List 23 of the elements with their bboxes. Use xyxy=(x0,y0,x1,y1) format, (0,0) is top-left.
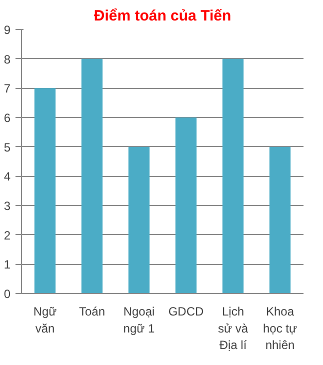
y-tick-label: 1 xyxy=(4,258,11,272)
bar xyxy=(175,118,197,294)
y-tick-label: 5 xyxy=(4,140,11,154)
y-tick-label: 7 xyxy=(4,82,11,96)
y-tick-label: 8 xyxy=(4,52,11,66)
x-tick-label: Ngữ văn xyxy=(33,304,57,336)
bar xyxy=(222,58,244,294)
bar xyxy=(269,146,291,294)
x-tick-label: Lịch sử và Địa lí xyxy=(218,304,248,352)
bar xyxy=(34,88,56,294)
y-tick-label: 3 xyxy=(4,199,11,213)
y-tick-label: 6 xyxy=(4,111,11,125)
bar xyxy=(81,58,103,294)
x-tick-label: Khoa học tự nhiên xyxy=(262,304,298,352)
x-tick-label: Toán xyxy=(78,304,106,318)
y-tick-label: 2 xyxy=(4,228,11,242)
y-tick-label: 9 xyxy=(4,23,11,37)
chart-title: Điểm toán của Tiến xyxy=(94,8,232,24)
x-tick-label: Ngoại ngữ 1 xyxy=(123,304,156,336)
bar xyxy=(128,146,150,294)
y-tick-label: 4 xyxy=(4,170,11,184)
y-tick-label: 0 xyxy=(4,287,11,301)
x-tick-label: GDCD xyxy=(168,304,204,318)
